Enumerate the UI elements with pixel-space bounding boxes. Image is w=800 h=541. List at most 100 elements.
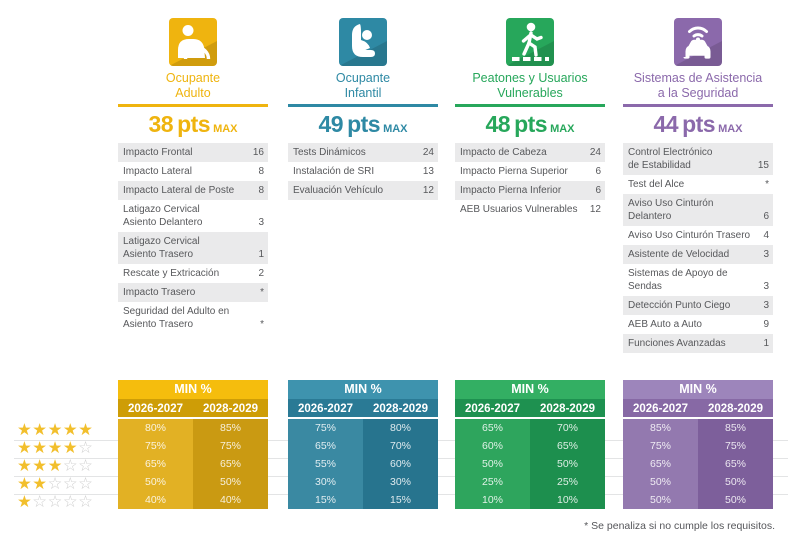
min-header: MIN % <box>118 380 268 399</box>
test-row: Impacto de Cabeza 24 <box>455 143 605 162</box>
min-header: MIN % <box>288 380 438 399</box>
test-list: Tests Dinámicos 24 Instalación de SRI 13 E… <box>288 143 438 200</box>
test-row: Aviso Uso Cinturón Trasero 4 <box>628 230 769 241</box>
max-label: MAX <box>213 123 238 135</box>
test-row: Instalación de SRI 13 <box>293 166 434 177</box>
points-unit: pts <box>682 111 716 137</box>
min-percent-table-pedestrian: MIN % 2026-2027 2028-2029 65% 70% 60% 65% 5… <box>455 380 605 509</box>
test-row: Seguridad del Adulto en Asiento Trasero * <box>123 306 264 330</box>
table-row: 75% 75% <box>623 437 773 455</box>
max-points: 49 pts MAX <box>288 111 438 138</box>
title-line: Ocupante <box>335 71 391 85</box>
test-list: Impacto de Cabeza 24 Impacto Pierna Super… <box>455 143 605 219</box>
points-value: 49 <box>318 111 344 137</box>
title-underline <box>623 104 773 107</box>
test-row: Asistente de Velocidad 3 <box>623 245 773 264</box>
test-row: Detección Punto Ciego 3 <box>623 296 773 315</box>
table-row: 65% 70% <box>455 419 605 437</box>
star-row-1: ★☆☆☆☆ <box>17 492 94 511</box>
title-underline <box>118 104 268 107</box>
category-title: Ocupante Adulto <box>118 71 268 101</box>
adult-occupant-driver-icon <box>169 18 217 66</box>
table-row: 10% 10% <box>455 491 605 509</box>
test-row: Control Electrónico de Estabilidad 15 <box>623 143 773 175</box>
max-label: MAX <box>550 123 575 135</box>
points-unit: pts <box>347 111 381 137</box>
star-row-2: ★★☆☆☆ <box>17 474 94 493</box>
table-row: 75% 80% <box>288 419 438 437</box>
car-assist-icon <box>674 18 722 66</box>
title-line: Vulnerables <box>497 86 563 100</box>
test-row: Evaluación Vehículo 12 <box>288 181 438 200</box>
test-row: AEB Usuarios Vulnerables 12 <box>460 204 601 215</box>
points-value: 48 <box>485 111 511 137</box>
title-line: Peatones y Usuarios <box>472 71 588 85</box>
points-unit: pts <box>514 111 548 137</box>
title-line: Infantil <box>344 86 382 100</box>
table-row: 60% 65% <box>455 437 605 455</box>
test-row: Impacto Pierna Superior 6 <box>460 166 601 177</box>
test-list: Control Electrónico de Estabilidad 15 Tes… <box>623 143 773 353</box>
star-rating-legend: ★★★★★ ★★★★☆ ★★★☆☆ ★★☆☆☆ ★☆☆☆☆ <box>17 421 93 511</box>
star-row-3: ★★★☆☆ <box>17 456 94 475</box>
table-row: 40% 40% <box>118 491 268 509</box>
pedestrian-icon <box>506 18 554 66</box>
test-row: Latigazo Cervical Asiento Trasero 1 <box>118 232 268 264</box>
table-row: 85% 85% <box>623 419 773 437</box>
min-percent-table-assist: MIN % 2026-2027 2028-2029 85% 85% 75% 75% 6… <box>623 380 773 509</box>
max-label: MAX <box>383 123 408 135</box>
title-line: a la Seguridad <box>657 86 739 100</box>
test-row: Impacto Lateral de Poste 8 <box>118 181 268 200</box>
table-row: 50% 50% <box>118 473 268 491</box>
title-line: Adulto <box>175 86 211 100</box>
max-points: 44 pts MAX <box>623 111 773 138</box>
min-percent-table-child: MIN % 2026-2027 2028-2029 75% 80% 65% 70% 5… <box>288 380 438 509</box>
test-row: Impacto Pierna Inferior 6 <box>455 181 605 200</box>
table-row: 65% 65% <box>623 455 773 473</box>
test-row: Rescate y Extricación 2 <box>123 268 264 279</box>
test-row: Impacto Frontal 16 <box>118 143 268 162</box>
category-column-pedestrians: Peatones y Usuarios Vulnerables 48 pts MAX… <box>455 14 605 219</box>
table-row: 50% 50% <box>455 455 605 473</box>
table-row: 15% 15% <box>288 491 438 509</box>
test-row: Impacto Lateral 8 <box>123 166 264 177</box>
points-value: 44 <box>653 111 679 137</box>
category-column-adult-occupant: Ocupante Adulto 38 pts MAX Impacto Frontal… <box>118 14 268 334</box>
child-seat-icon <box>339 18 387 66</box>
category-column-safety-assist: Sistemas de Asistencia a la Seguridad 44… <box>623 14 773 353</box>
test-row: Funciones Avanzadas 1 <box>623 334 773 353</box>
category-title: Ocupante Infantil <box>288 71 438 101</box>
footnote: * Se penaliza si no cumple los requisito… <box>584 520 775 532</box>
test-row: Impacto Trasero * <box>118 283 268 302</box>
points-unit: pts <box>177 111 211 137</box>
test-row: Tests Dinámicos 24 <box>288 143 438 162</box>
max-points: 38 pts MAX <box>118 111 268 138</box>
table-row: 80% 85% <box>118 419 268 437</box>
table-row: 50% 50% <box>623 473 773 491</box>
title-underline <box>288 104 438 107</box>
table-row: 50% 50% <box>623 491 773 509</box>
category-title: Peatones y Usuarios Vulnerables <box>455 71 605 101</box>
table-row: 25% 25% <box>455 473 605 491</box>
test-row: Test del Alce * <box>628 179 769 190</box>
star-row-5: ★★★★★ <box>17 420 94 439</box>
min-header: MIN % <box>623 380 773 399</box>
table-row: 65% 70% <box>288 437 438 455</box>
min-header: MIN % <box>455 380 605 399</box>
year-header-row: 2026-2027 2028-2029 <box>623 399 773 419</box>
year-header-row: 2026-2027 2028-2029 <box>288 399 438 419</box>
title-line: Ocupante <box>165 71 221 85</box>
max-label: MAX <box>718 123 743 135</box>
table-row: 30% 30% <box>288 473 438 491</box>
test-row: AEB Auto a Auto 9 <box>628 319 769 330</box>
test-list: Impacto Frontal 16 Impacto Lateral 8 Impac… <box>118 143 268 334</box>
test-row: Latigazo Cervical Asiento Delantero 3 <box>123 204 264 228</box>
title-underline <box>455 104 605 107</box>
points-value: 38 <box>148 111 174 137</box>
table-row: 55% 60% <box>288 455 438 473</box>
table-row: 65% 65% <box>118 455 268 473</box>
year-header-row: 2026-2027 2028-2029 <box>118 399 268 419</box>
star-row-4: ★★★★☆ <box>17 438 94 457</box>
category-column-child-occupant: Ocupante Infantil 49 pts MAX Tests Dinámic… <box>288 14 438 200</box>
